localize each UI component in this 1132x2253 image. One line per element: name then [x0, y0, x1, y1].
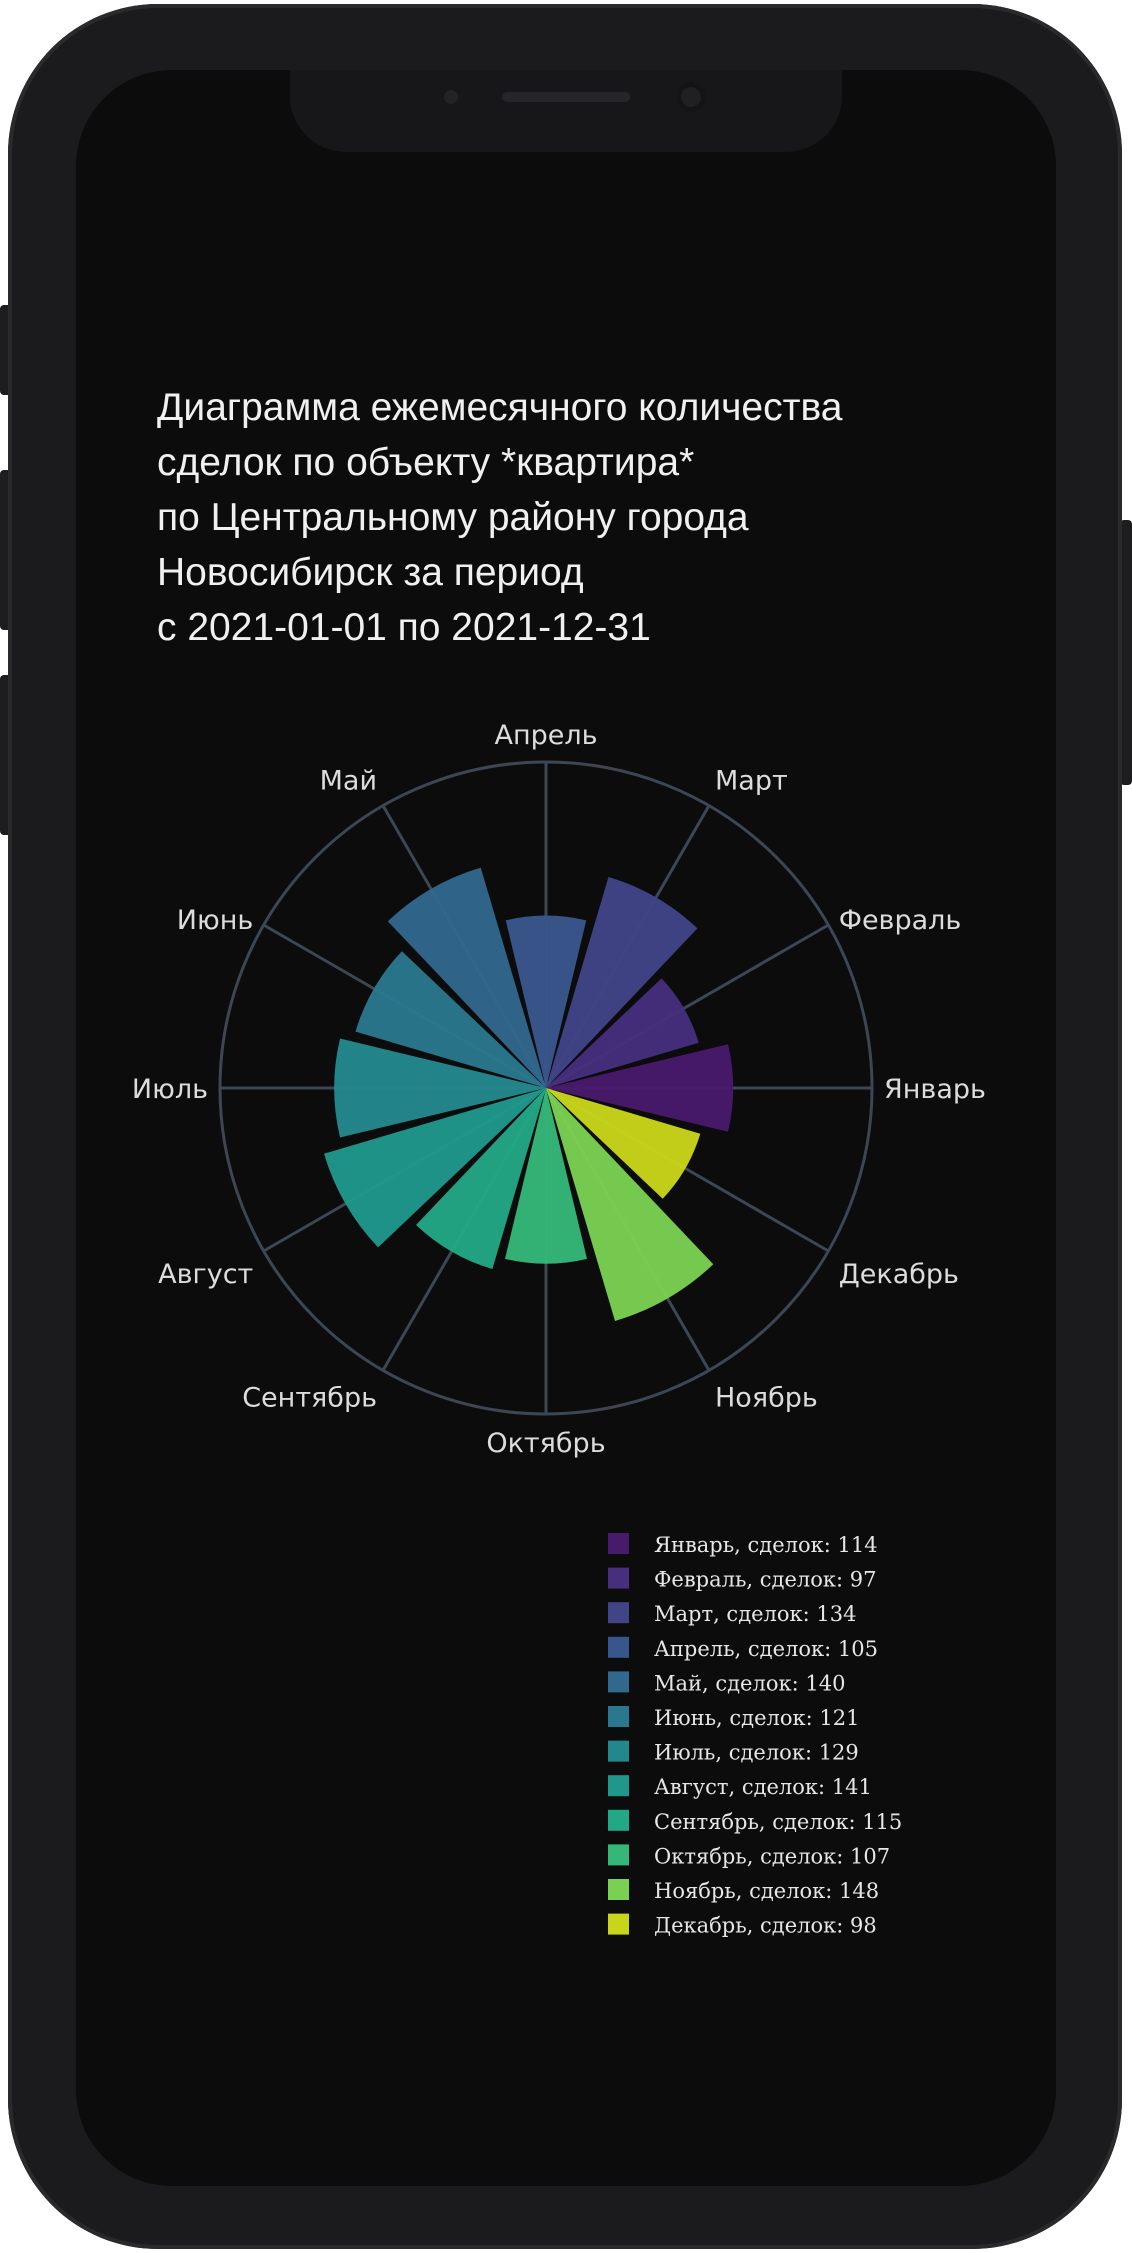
legend-label-month-6: Июнь, сделок: 121 — [654, 1706, 859, 1730]
legend-swatch-month-4 — [608, 1636, 629, 1658]
legend-swatch-month-11 — [608, 1879, 629, 1900]
axis-label-month-2: Февраль — [839, 905, 962, 936]
bar-month-12[interactable] — [546, 1088, 701, 1199]
bar-layer — [324, 867, 734, 1321]
bar-month-11[interactable] — [546, 1088, 714, 1321]
legend-swatch-month-1 — [608, 1533, 629, 1554]
legend-swatch-month-5 — [608, 1671, 629, 1693]
legend-swatch-month-7 — [608, 1740, 629, 1762]
legend-label-month-7: Июль, сделок: 129 — [654, 1741, 859, 1765]
axis-label-layer: Январь Февраль Март Апрель Май Июнь Июль Август… — [132, 720, 986, 1459]
bar-month-2[interactable] — [546, 978, 699, 1088]
axis-label-month-4: Апрель — [494, 720, 597, 751]
legend-swatch-month-2 — [608, 1567, 629, 1589]
earpiece-speaker — [502, 92, 630, 102]
axis-label-month-12: Декабрь — [839, 1259, 959, 1290]
bar-month-7[interactable] — [334, 1038, 546, 1138]
bar-month-8[interactable] — [324, 1088, 546, 1248]
front-camera — [676, 82, 706, 112]
bar-month-4[interactable] — [505, 915, 587, 1088]
axis-label-month-9: Сентябрь — [242, 1383, 377, 1414]
legend-label-month-4: Апрель, сделок: 105 — [654, 1637, 878, 1661]
axis-label-month-11: Ноябрь — [715, 1383, 818, 1414]
legend-label-month-1: Январь, сделок: 114 — [654, 1533, 878, 1557]
chart-title: Диаграмма ежемесячного количества сделок… — [157, 386, 843, 649]
bar-month-5[interactable] — [387, 867, 546, 1088]
axis-label-month-10: Октябрь — [486, 1428, 605, 1459]
legend-label-month-12: Декабрь, сделок: 98 — [654, 1914, 877, 1938]
legend-label-month-2: Февраль, сделок: 97 — [654, 1568, 876, 1592]
legend-label-month-5: Май, сделок: 140 — [654, 1671, 845, 1695]
legend-swatch-month-12 — [608, 1913, 629, 1935]
bar-month-6[interactable] — [355, 951, 546, 1088]
axis-label-month-3: Март — [715, 765, 788, 796]
legend-swatch-month-3 — [608, 1602, 629, 1624]
legend: Январь, сделок: 114 Февраль, сделок: 97 Ма… — [608, 1533, 902, 1938]
legend-swatch-month-6 — [608, 1706, 629, 1727]
legend-swatch-month-8 — [608, 1775, 629, 1797]
legend-label-month-11: Ноябрь, сделок: 148 — [654, 1879, 879, 1903]
axis-label-month-8: Август — [158, 1259, 253, 1290]
legend-label-month-3: Март, сделок: 134 — [654, 1602, 857, 1626]
bar-month-1[interactable] — [546, 1044, 734, 1132]
axis-label-month-1: Январь — [884, 1074, 986, 1105]
bar-month-3[interactable] — [546, 877, 698, 1088]
proximity-sensor — [444, 90, 458, 104]
bar-month-10[interactable] — [504, 1088, 588, 1264]
legend-label-month-10: Октябрь, сделок: 107 — [654, 1844, 890, 1868]
legend-swatch-month-9 — [608, 1809, 629, 1831]
legend-swatch-month-10 — [608, 1844, 629, 1866]
axis-label-month-5: Май — [320, 765, 377, 796]
notch — [290, 70, 842, 152]
axis-label-month-7: Июль — [132, 1074, 208, 1105]
legend-label-month-8: Август, сделок: 141 — [654, 1775, 872, 1799]
power-button — [1120, 520, 1132, 785]
bar-month-9[interactable] — [416, 1088, 546, 1270]
axis-label-month-6: Июнь — [177, 905, 254, 936]
legend-label-month-9: Сентябрь, сделок: 115 — [654, 1810, 902, 1834]
